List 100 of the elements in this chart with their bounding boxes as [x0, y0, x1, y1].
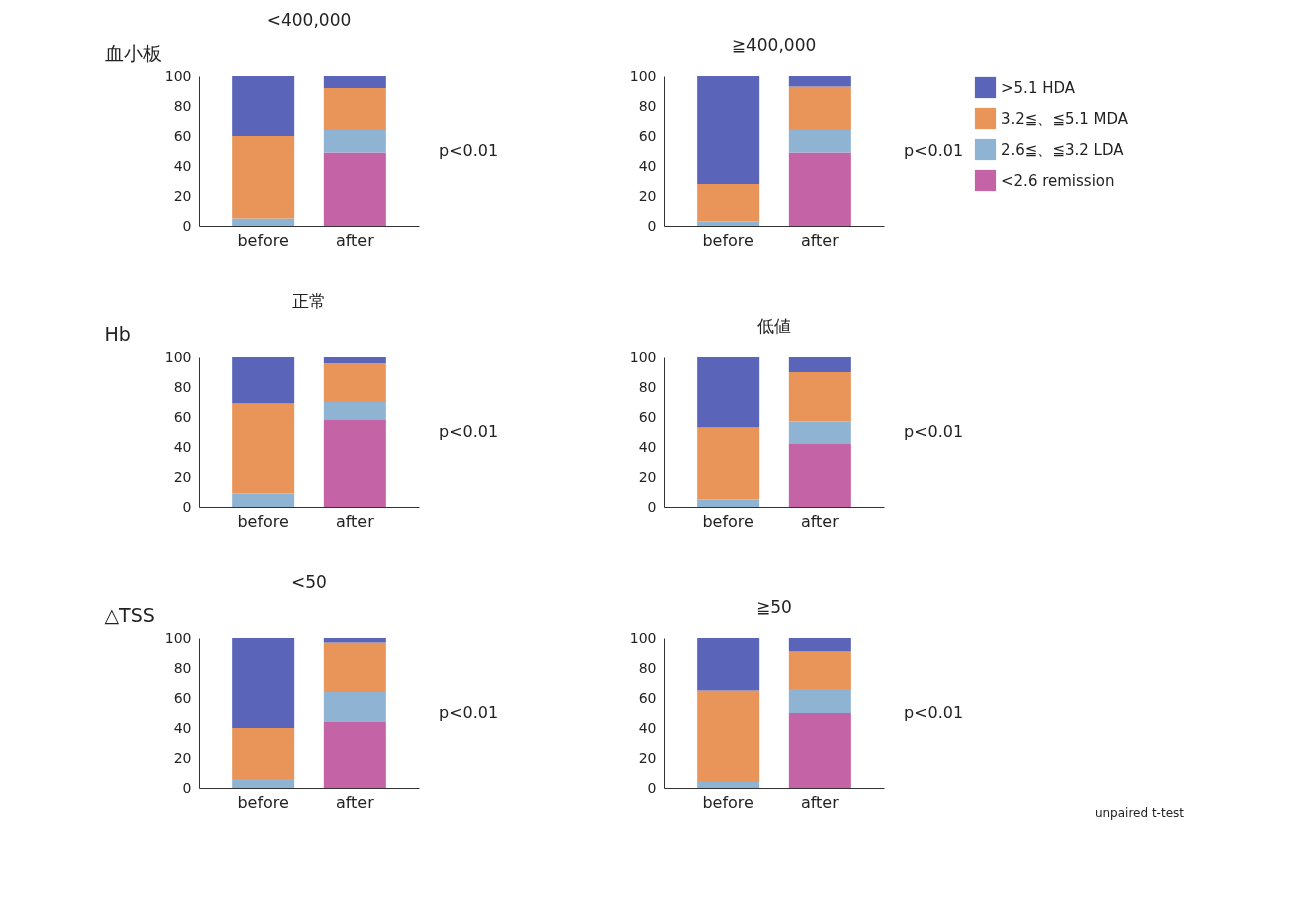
- text: p<0.01: [439, 422, 499, 441]
- bar: [697, 427, 760, 500]
- bar: [788, 638, 851, 652]
- chart-title: 正常: [292, 291, 326, 311]
- bar: [788, 689, 851, 713]
- bar: [788, 86, 851, 130]
- bar: [323, 152, 386, 226]
- bar: [788, 651, 851, 689]
- x-tick-label: before: [237, 511, 289, 531]
- bar: [788, 421, 851, 444]
- legend-label: 2.6≦、≦3.2 LDA: [1001, 140, 1125, 159]
- x-tick-label: before: [237, 230, 289, 250]
- bar: [697, 499, 760, 507]
- bar: [323, 642, 386, 692]
- bar: [232, 493, 295, 507]
- x-tick-label: after: [800, 230, 840, 250]
- y-tick-label: 100: [164, 348, 192, 365]
- bar: [232, 357, 295, 404]
- y-tick-label: 0: [647, 779, 657, 796]
- y-axis-title: Hb: [104, 322, 131, 345]
- legend-label: >5.1 HDA: [1001, 78, 1076, 97]
- chart-title: <400,000: [266, 10, 352, 30]
- bar: [323, 130, 386, 153]
- bar: [323, 363, 386, 402]
- y-axis-title: △TSS: [104, 603, 155, 626]
- bar: [323, 420, 386, 507]
- y-tick-label: 20: [638, 187, 657, 204]
- y-tick-label: 80: [173, 659, 192, 676]
- bar: [323, 692, 386, 722]
- y-tick-label: 60: [173, 127, 192, 144]
- text: p<0.01: [439, 703, 499, 722]
- bar: [788, 444, 851, 507]
- y-tick-label: 0: [647, 217, 657, 234]
- y-tick-label: 20: [173, 749, 192, 766]
- bar: [697, 184, 760, 222]
- y-tick-label: 100: [164, 67, 192, 84]
- chart-title: <50: [291, 572, 327, 592]
- y-tick-label: 20: [173, 187, 192, 204]
- bar: [697, 76, 760, 184]
- bar: [323, 722, 386, 788]
- text: p<0.01: [904, 141, 964, 160]
- bar: [788, 130, 851, 153]
- bar: [697, 690, 760, 782]
- bar: [232, 779, 295, 788]
- bar: [323, 402, 386, 420]
- y-tick-label: 80: [638, 97, 657, 114]
- y-tick-label: 40: [638, 157, 657, 174]
- bar: [697, 638, 760, 691]
- x-tick-label: after: [800, 792, 840, 812]
- chart-title: 低値: [757, 316, 791, 336]
- y-tick-label: 60: [638, 127, 657, 144]
- bar: [323, 357, 386, 363]
- bar: [232, 218, 295, 226]
- y-tick-label: 20: [173, 468, 192, 485]
- x-tick-label: after: [800, 511, 840, 531]
- y-tick-label: 0: [182, 217, 192, 234]
- x-tick-label: before: [702, 511, 754, 531]
- x-tick-label: before: [702, 792, 754, 812]
- bar: [788, 152, 851, 226]
- x-tick-label: after: [335, 511, 375, 531]
- y-tick-label: 100: [164, 629, 192, 646]
- chart-title: ≧50: [756, 597, 792, 617]
- x-tick-label: after: [335, 230, 375, 250]
- text: p<0.01: [904, 703, 964, 722]
- x-tick-label: after: [335, 792, 375, 812]
- y-tick-label: 80: [173, 378, 192, 395]
- x-tick-label: before: [702, 230, 754, 250]
- text: p<0.01: [439, 141, 499, 160]
- bar: [232, 76, 295, 136]
- bar: [232, 638, 295, 728]
- y-tick-label: 40: [638, 719, 657, 736]
- y-axis-title: 血小板: [104, 41, 162, 64]
- chart-title: ≧400,000: [731, 35, 817, 55]
- bar: [323, 638, 386, 643]
- bar: [788, 357, 851, 372]
- bar: [232, 403, 295, 494]
- y-tick-label: 60: [638, 689, 657, 706]
- legend-label: 3.2≦、≦5.1 MDA: [1001, 109, 1129, 128]
- y-tick-label: 0: [647, 498, 657, 515]
- y-tick-label: 80: [638, 378, 657, 395]
- y-tick-label: 100: [629, 67, 657, 84]
- y-tick-label: 0: [182, 779, 192, 796]
- y-tick-label: 20: [638, 468, 657, 485]
- y-tick-label: 60: [173, 408, 192, 425]
- y-tick-label: 40: [173, 438, 192, 455]
- y-tick-label: 60: [173, 689, 192, 706]
- y-tick-label: 40: [173, 157, 192, 174]
- bar: [323, 88, 386, 130]
- y-tick-label: 40: [173, 719, 192, 736]
- bar: [697, 357, 760, 428]
- y-tick-label: 80: [173, 97, 192, 114]
- y-tick-label: 80: [638, 659, 657, 676]
- y-tick-label: 100: [629, 629, 657, 646]
- bar: [232, 136, 295, 219]
- y-tick-label: 60: [638, 408, 657, 425]
- y-tick-label: 100: [629, 348, 657, 365]
- bar: [788, 713, 851, 788]
- y-tick-label: 0: [182, 498, 192, 515]
- x-tick-label: before: [237, 792, 289, 812]
- bar: [232, 728, 295, 779]
